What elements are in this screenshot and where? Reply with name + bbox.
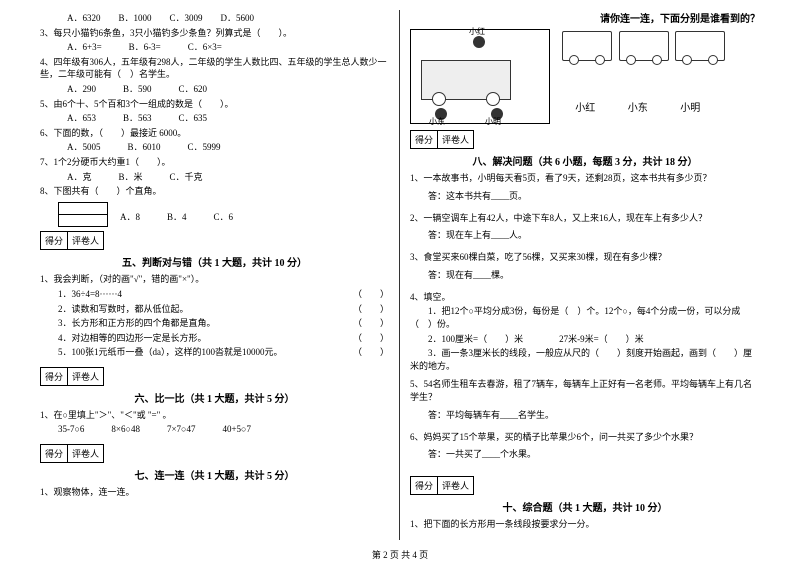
grader-label: 评卷人 — [68, 368, 103, 385]
q7-text: 7、1个2分硬币大约重1（ ）。 — [40, 156, 389, 169]
p1-answer: 答：这本书共有____页。 — [410, 189, 760, 202]
section-10-title: 十、综合题（共 1 大题，共计 10 分） — [410, 499, 760, 514]
left-column: A．6320 B．1000 C．3009 D．5600 3、每只小猫钓6条鱼，3… — [30, 10, 400, 540]
judge-4: 4．对边相等的四边形一定是长方形。（ ） — [40, 332, 389, 345]
label-xiaodong: 小东 — [429, 116, 445, 127]
section-5-title: 五、判断对与错（共 1 大题，共计 10 分） — [40, 254, 389, 269]
score-label: 得分 — [411, 131, 438, 148]
score-label: 得分 — [41, 445, 68, 462]
q8-options: A．8 B．4 C．6 — [120, 211, 389, 224]
label-xiaohong: 小红 — [469, 26, 485, 37]
p5-answer: 答：平均每辆车有____名学生。 — [410, 408, 760, 421]
p2-answer: 答：现在车上有____人。 — [410, 228, 760, 241]
grader-label: 评卷人 — [438, 477, 473, 494]
car-icon — [421, 60, 511, 100]
bus-view-1 — [562, 31, 612, 61]
p5: 5、54名师生租车去春游，租了7辆车，每辆车上正好有一名老师。平均每辆车上有几名… — [410, 378, 760, 403]
q5-text: 5、由6个十、5个百和3个一组成的数是（ ）。 — [40, 98, 389, 111]
picture-row: 小红 小东 小明 小红 小东 小明 — [410, 29, 760, 124]
p4: 4、填空。 — [410, 291, 760, 304]
p3: 3、食堂买来60棵白菜，吃了56棵，又买来30棵，现在有多少棵？ — [410, 251, 760, 264]
z1: 1、把下面的长方形用一条线段按要求分一分。 — [410, 518, 760, 531]
scene-box: 小红 小东 小明 — [410, 29, 550, 124]
p2: 2、一辆空调车上有42人，中途下车8人，又上来16人，现在车上有多少人？ — [410, 212, 760, 225]
score-label: 得分 — [41, 368, 68, 385]
p4-3: 3．画一条3厘米长的线段，一般应从尺的（ ）刻度开始画起，画到（ ）厘米的地方。 — [410, 347, 760, 372]
grader-label: 评卷人 — [438, 131, 473, 148]
grader-label: 评卷人 — [68, 445, 103, 462]
grader-label: 评卷人 — [68, 232, 103, 249]
score-box-7: 得分 评卷人 — [40, 444, 104, 463]
label-xiaoming: 小明 — [485, 116, 501, 127]
name-2: 小东 — [613, 99, 663, 114]
p4-2: 2．100厘米=（ ）米 27米-9米=（ ）米 — [410, 333, 760, 346]
p6-answer: 答：一共买了____个水果。 — [410, 447, 760, 460]
section-8-title: 八、解决问题（共 6 小题，每题 3 分，共计 18 分） — [410, 153, 760, 168]
page-footer: 第 2 页 共 4 页 — [0, 548, 800, 561]
kid-top — [473, 36, 485, 48]
judge-5: 5．100张1元纸币一叠（da），这样的100沓就是10000元。（ ） — [40, 346, 389, 359]
score-box-5: 得分 评卷人 — [40, 231, 104, 250]
section-6-title: 六、比一比（共 1 大题，共计 5 分） — [40, 390, 389, 405]
q6-options: A．5005 B．6010 C．5999 — [40, 141, 389, 154]
names-row: 小红 小东 小明 — [560, 99, 727, 114]
score-box-6: 得分 评卷人 — [40, 367, 104, 386]
p6: 6、妈妈买了15个苹果，买的橘子比苹果少6个，问一共买了多少个水果？ — [410, 431, 760, 444]
compare-row: 35-7○6 8×6○48 7×7○47 40+5○7 — [40, 423, 389, 436]
picture-title: 请你连一连，下面分别是谁看到的？ — [410, 10, 760, 25]
judge-3: 3．长方形和正方形的四个角都是直角。（ ） — [40, 317, 389, 330]
q7-options: A．克 B．米 C．千克 — [40, 171, 389, 184]
bus-view-2 — [619, 31, 669, 61]
q3-text: 3、每只小猫钓6条鱼，3只小猫钓多少条鱼？列算式是（ ）。 — [40, 27, 389, 40]
page-container: A．6320 B．1000 C．3009 D．5600 3、每只小猫钓6条鱼，3… — [0, 0, 800, 540]
name-3: 小明 — [665, 99, 715, 114]
q2-options: A．6320 B．1000 C．3009 D．5600 — [40, 12, 389, 25]
section-7-title: 七、连一连（共 1 大题，共计 5 分） — [40, 467, 389, 482]
p4-1: 1．把12个○平均分成3份，每份是（ ）个。12个○，每4个分成一份，可以分成（… — [410, 305, 760, 330]
q8-text: 8、下图共有（ ）个直角。 — [40, 185, 389, 198]
score-box-8: 得分 评卷人 — [410, 130, 474, 149]
score-box-10: 得分 评卷人 — [410, 476, 474, 495]
q6-text: 6、下面的数，（ ）最接近 6000。 — [40, 127, 389, 140]
judge-intro: 1、我会判断，（对的画"√"，错的画"×"）。 — [40, 273, 389, 286]
right-column: 请你连一连，下面分别是谁看到的？ 小红 小东 小明 小红 小东 小明 — [400, 10, 770, 540]
judge-1: 1．36÷4=8······4（ ） — [40, 288, 389, 301]
lian-intro: 1、观察物体，连一连。 — [40, 486, 389, 499]
q4-text: 4、四年级有306人，五年级有298人，二年级的学生人数比四、五年级的学生总人数… — [40, 56, 389, 81]
rectangle-figure — [58, 202, 108, 227]
p1: 1、一本故事书，小明每天看5页，看了9天，还剩28页，这本书共有多少页？ — [410, 172, 760, 185]
score-label: 得分 — [411, 477, 438, 494]
bus-view-3 — [675, 31, 725, 61]
compare-intro: 1、在○里填上"＞"、"＜"或 "=" 。 — [40, 409, 389, 422]
q4-options: A．290 B．590 C．620 — [40, 83, 389, 96]
name-1: 小红 — [560, 99, 610, 114]
judge-2: 2．读数和写数时，都从低位起。（ ） — [40, 303, 389, 316]
score-label: 得分 — [41, 232, 68, 249]
q5-options: A．653 B．563 C．635 — [40, 112, 389, 125]
q3-options: A．6+3= B．6-3= C．6×3= — [40, 41, 389, 54]
p3-answer: 答：现在有____棵。 — [410, 268, 760, 281]
